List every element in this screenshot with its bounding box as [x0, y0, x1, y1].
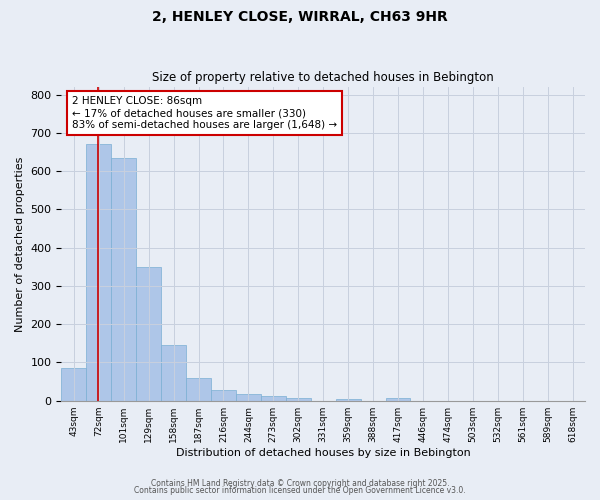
X-axis label: Distribution of detached houses by size in Bebington: Distribution of detached houses by size …: [176, 448, 470, 458]
Bar: [86, 144, 111, 400]
Bar: [386, 398, 410, 400]
Text: Contains public sector information licensed under the Open Government Licence v3: Contains public sector information licen…: [134, 486, 466, 495]
Bar: [211, 390, 236, 400]
Text: 2 HENLEY CLOSE: 86sqm
← 17% of detached houses are smaller (330)
83% of semi-det: 2 HENLEY CLOSE: 86sqm ← 17% of detached …: [72, 96, 337, 130]
Y-axis label: Number of detached properties: Number of detached properties: [15, 156, 25, 332]
Bar: [286, 398, 311, 400]
Bar: [161, 345, 186, 401]
Title: Size of property relative to detached houses in Bebington: Size of property relative to detached ho…: [152, 72, 494, 85]
Bar: [335, 399, 361, 400]
Bar: [186, 378, 211, 400]
Bar: [236, 394, 261, 400]
Text: Contains HM Land Registry data © Crown copyright and database right 2025.: Contains HM Land Registry data © Crown c…: [151, 478, 449, 488]
Text: 2, HENLEY CLOSE, WIRRAL, CH63 9HR: 2, HENLEY CLOSE, WIRRAL, CH63 9HR: [152, 10, 448, 24]
Bar: [61, 368, 86, 400]
Bar: [261, 396, 286, 400]
Bar: [136, 267, 161, 400]
Bar: [111, 158, 136, 400]
